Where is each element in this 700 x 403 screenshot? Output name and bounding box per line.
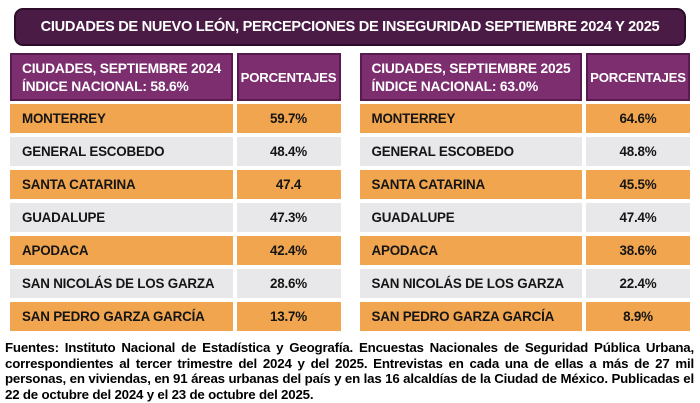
table-2024-rows: MONTERREY 59.7% GENERAL ESCOBEDO 48.4% S… <box>10 104 341 331</box>
table-2024-cities-header: CIUDADES, SEPTIEMBRE 2024 ÍNDICE NACIONA… <box>10 53 233 102</box>
percentage-cell: 42.4% <box>236 236 341 265</box>
table-2024-header-line2: ÍNDICE NACIONAL: 58.6% <box>22 78 189 94</box>
table-2025-cities-header: CIUDADES, SEPTIEMBRE 2025 ÍNDICE NACIONA… <box>359 53 582 102</box>
city-cell: GUADALUPE <box>359 203 582 232</box>
table-2025-header-line2: ÍNDICE NACIONAL: 63.0% <box>371 78 539 94</box>
percentage-cell: 28.6% <box>236 269 341 298</box>
table-row: GUADALUPE 47.4% <box>359 203 690 232</box>
table-2025-percent-header: PORCENTAJES <box>586 53 690 102</box>
city-cell: GENERAL ESCOBEDO <box>10 137 233 166</box>
city-cell: GUADALUPE <box>10 203 233 232</box>
table-row: SAN NICOLÁS DE LOS GARZA 22.4% <box>359 269 690 298</box>
percentage-cell: 48.8% <box>586 137 690 166</box>
table-2024-header-line1: CIUDADES, SEPTIEMBRE 2024 <box>22 61 221 76</box>
page-title-text: CIUDADES DE NUEVO LEÓN, PERCEPCIONES DE … <box>40 19 660 35</box>
page-title: CIUDADES DE NUEVO LEÓN, PERCEPCIONES DE … <box>14 8 686 46</box>
percentage-cell: 47.4 <box>236 170 341 199</box>
table-row: SANTA CATARINA 47.4 <box>10 170 341 199</box>
city-cell: SAN PEDRO GARZA GARCÍA <box>359 302 582 331</box>
table-2025-header-line1: CIUDADES, SEPTIEMBRE 2025 <box>371 61 571 76</box>
table-row: SAN PEDRO GARZA GARCÍA 13.7% <box>10 302 341 331</box>
percentage-cell: 64.6% <box>586 104 690 133</box>
percentage-cell: 8.9% <box>586 302 690 331</box>
sources-note: Fuentes: Instituto Nacional de Estadísti… <box>5 340 694 402</box>
table-2025-header: CIUDADES, SEPTIEMBRE 2025 ÍNDICE NACIONA… <box>359 53 690 102</box>
percentage-cell: 47.4% <box>586 203 690 232</box>
city-cell: SAN NICOLÁS DE LOS GARZA <box>10 269 233 298</box>
city-cell: SANTA CATARINA <box>359 170 582 199</box>
tables-container: CIUDADES, SEPTIEMBRE 2024 ÍNDICE NACIONA… <box>0 53 700 335</box>
city-cell: MONTERREY <box>10 104 233 133</box>
table-row: APODACA 42.4% <box>10 236 341 265</box>
table-2025-rows: MONTERREY 64.6% GENERAL ESCOBEDO 48.8% S… <box>359 104 690 331</box>
table-row: MONTERREY 59.7% <box>10 104 341 133</box>
city-cell: GENERAL ESCOBEDO <box>359 137 582 166</box>
city-cell: APODACA <box>10 236 233 265</box>
city-cell: SANTA CATARINA <box>10 170 233 199</box>
table-2024-percent-header: PORCENTAJES <box>236 53 341 102</box>
table-row: APODACA 38.6% <box>359 236 690 265</box>
city-cell: SAN NICOLÁS DE LOS GARZA <box>359 269 582 298</box>
table-row: SANTA CATARINA 45.5% <box>359 170 690 199</box>
percentage-cell: 48.4% <box>236 137 341 166</box>
table-row: GENERAL ESCOBEDO 48.8% <box>359 137 690 166</box>
table-row: SAN NICOLÁS DE LOS GARZA 28.6% <box>10 269 341 298</box>
table-2025: CIUDADES, SEPTIEMBRE 2025 ÍNDICE NACIONA… <box>359 53 690 335</box>
table-row: MONTERREY 64.6% <box>359 104 690 133</box>
table-row: GUADALUPE 47.3% <box>10 203 341 232</box>
table-2024: CIUDADES, SEPTIEMBRE 2024 ÍNDICE NACIONA… <box>10 53 341 335</box>
percentage-cell: 22.4% <box>586 269 690 298</box>
city-cell: SAN PEDRO GARZA GARCÍA <box>10 302 233 331</box>
percentage-cell: 38.6% <box>586 236 690 265</box>
table-row: SAN PEDRO GARZA GARCÍA 8.9% <box>359 302 690 331</box>
table-row: GENERAL ESCOBEDO 48.4% <box>10 137 341 166</box>
percentage-cell: 59.7% <box>236 104 341 133</box>
percentage-cell: 45.5% <box>586 170 690 199</box>
table-2024-header: CIUDADES, SEPTIEMBRE 2024 ÍNDICE NACIONA… <box>10 53 341 102</box>
city-cell: MONTERREY <box>359 104 582 133</box>
percentage-cell: 13.7% <box>236 302 341 331</box>
city-cell: APODACA <box>359 236 582 265</box>
percentage-cell: 47.3% <box>236 203 341 232</box>
